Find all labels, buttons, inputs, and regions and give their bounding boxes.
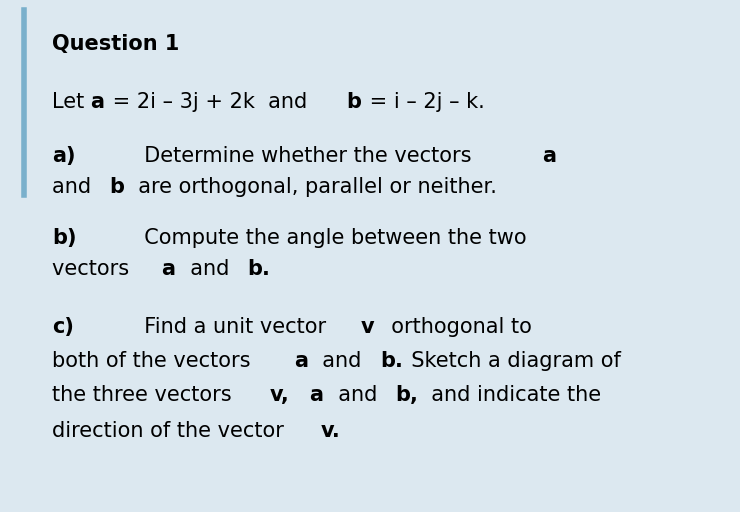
Text: v.: v. xyxy=(320,421,340,441)
Text: b.: b. xyxy=(247,259,270,279)
Text: Let: Let xyxy=(52,92,91,113)
Text: a: a xyxy=(294,351,308,371)
Text: Sketch a diagram of: Sketch a diagram of xyxy=(398,351,621,371)
Text: v,: v, xyxy=(270,385,290,406)
Text: vectors: vectors xyxy=(52,259,142,279)
Text: b,: b, xyxy=(395,385,418,406)
Text: direction of the vector: direction of the vector xyxy=(52,421,297,441)
Text: a: a xyxy=(542,146,556,166)
Text: and: and xyxy=(52,177,104,197)
Text: and: and xyxy=(325,385,391,406)
Text: a: a xyxy=(161,259,175,279)
Text: b: b xyxy=(110,177,124,197)
Text: and: and xyxy=(177,259,243,279)
Text: = 2i – 3j + 2k  and: = 2i – 3j + 2k and xyxy=(106,92,320,113)
Text: orthogonal to: orthogonal to xyxy=(378,316,532,337)
Text: both of the vectors: both of the vectors xyxy=(52,351,263,371)
Text: a: a xyxy=(90,92,104,113)
Text: Find a unit vector: Find a unit vector xyxy=(78,316,339,337)
Text: b): b) xyxy=(52,228,76,248)
Text: c): c) xyxy=(52,316,74,337)
Text: a): a) xyxy=(52,146,75,166)
Text: Compute the angle between the two: Compute the angle between the two xyxy=(78,228,526,248)
Text: are orthogonal, parallel or neither.: are orthogonal, parallel or neither. xyxy=(125,177,497,197)
Text: b.: b. xyxy=(380,351,403,371)
Text: Question 1: Question 1 xyxy=(52,33,179,54)
Text: b: b xyxy=(346,92,361,113)
Text: and: and xyxy=(309,351,375,371)
Text: and indicate the: and indicate the xyxy=(418,385,601,406)
Text: the three vectors: the three vectors xyxy=(52,385,245,406)
Text: a: a xyxy=(309,385,323,406)
Text: = i – 2j – k.: = i – 2j – k. xyxy=(363,92,485,113)
Text: Determine whether the vectors: Determine whether the vectors xyxy=(78,146,485,166)
Text: v: v xyxy=(361,316,374,337)
